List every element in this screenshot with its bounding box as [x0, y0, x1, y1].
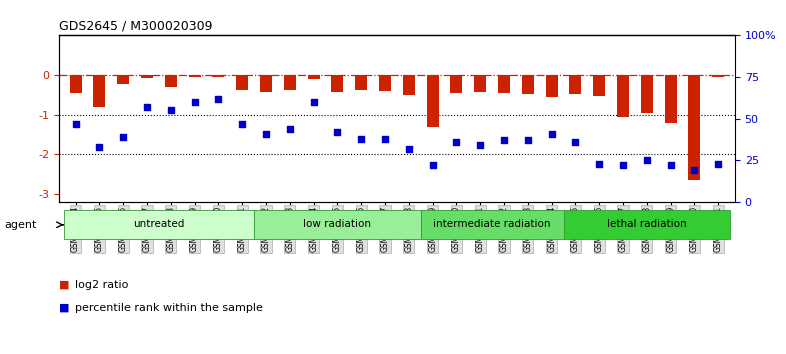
Point: [402, 146, 415, 152]
Point: [355, 136, 368, 141]
FancyBboxPatch shape: [421, 210, 564, 239]
Point: [331, 129, 343, 135]
Point: [450, 139, 463, 145]
Bar: [689, 75, 700, 180]
Point: [189, 99, 201, 105]
Point: [498, 137, 510, 143]
Point: [69, 121, 82, 126]
Bar: [379, 75, 391, 91]
Text: log2 ratio: log2 ratio: [75, 280, 128, 290]
Text: untreated: untreated: [134, 219, 185, 229]
Bar: [165, 75, 177, 87]
Bar: [260, 75, 272, 92]
Bar: [332, 75, 343, 92]
Point: [379, 136, 391, 141]
Point: [569, 139, 582, 145]
Bar: [237, 75, 248, 90]
Bar: [189, 75, 200, 77]
Text: intermediate radiation: intermediate radiation: [433, 219, 551, 229]
Point: [236, 121, 248, 126]
Text: lethal radiation: lethal radiation: [607, 219, 687, 229]
FancyBboxPatch shape: [64, 210, 254, 239]
Text: percentile rank within the sample: percentile rank within the sample: [75, 303, 263, 313]
Point: [93, 144, 105, 150]
Bar: [307, 75, 320, 79]
Point: [593, 161, 605, 166]
Point: [641, 157, 653, 163]
Bar: [212, 75, 224, 78]
Point: [689, 167, 701, 173]
Point: [545, 131, 558, 136]
Bar: [593, 75, 605, 96]
Text: low radiation: low radiation: [303, 219, 372, 229]
Point: [141, 104, 153, 110]
Point: [522, 137, 534, 143]
Point: [284, 126, 296, 131]
FancyBboxPatch shape: [254, 210, 421, 239]
Text: ■: ■: [59, 280, 69, 290]
Point: [617, 162, 630, 168]
Bar: [665, 75, 677, 122]
Point: [212, 96, 225, 102]
Bar: [403, 75, 415, 95]
Bar: [450, 75, 462, 93]
Bar: [617, 75, 629, 116]
Bar: [70, 75, 82, 93]
Bar: [284, 75, 296, 90]
Bar: [545, 75, 557, 97]
Point: [474, 142, 487, 148]
Text: ■: ■: [59, 303, 69, 313]
Point: [664, 162, 677, 168]
Point: [164, 108, 177, 113]
Point: [712, 161, 725, 166]
Bar: [712, 75, 724, 78]
Bar: [498, 75, 510, 93]
Point: [259, 131, 272, 136]
Bar: [474, 75, 487, 92]
Bar: [94, 75, 105, 107]
Text: GDS2645 / M300020309: GDS2645 / M300020309: [59, 20, 212, 33]
Bar: [641, 75, 653, 113]
Point: [117, 134, 130, 140]
Point: [307, 99, 320, 105]
Text: agent: agent: [4, 220, 36, 230]
Bar: [522, 75, 534, 94]
FancyBboxPatch shape: [564, 210, 730, 239]
Bar: [117, 75, 129, 84]
Bar: [427, 75, 439, 126]
Bar: [570, 75, 582, 94]
Point: [426, 162, 439, 168]
Bar: [141, 75, 153, 78]
Bar: [355, 75, 367, 90]
